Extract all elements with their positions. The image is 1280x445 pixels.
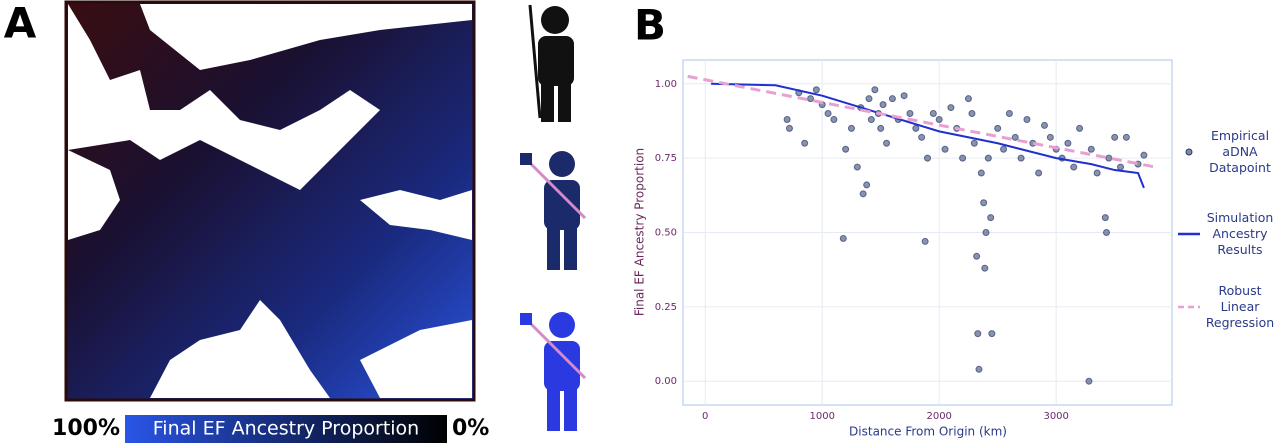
colorbar-label: 0% — [452, 416, 489, 441]
data-point — [830, 115, 838, 123]
y-axis-label: Final EF Ancestry Proportion — [633, 148, 647, 316]
x-tick-label: 1000 — [809, 411, 834, 422]
data-point — [847, 124, 855, 132]
x-tick-label: 2000 — [926, 411, 951, 422]
data-point — [824, 110, 832, 118]
data-point — [859, 190, 867, 198]
colorbar-label: 100% — [52, 416, 120, 441]
data-point — [980, 199, 988, 207]
panel-label: A — [4, 0, 37, 48]
map — [64, 0, 476, 402]
icon-forager — [528, 4, 574, 122]
data-point — [1035, 169, 1043, 177]
data-point — [968, 110, 976, 118]
data-point — [947, 104, 955, 112]
data-point — [1064, 139, 1072, 147]
data-point — [888, 95, 896, 103]
data-point — [912, 124, 920, 132]
data-point — [783, 115, 791, 123]
y-tick-label: 0.75 — [655, 153, 677, 164]
legend-swatch — [1185, 148, 1193, 156]
data-point — [1117, 163, 1125, 171]
data-point — [1111, 133, 1119, 141]
data-point — [1076, 124, 1084, 132]
y-tick-label: 0.50 — [655, 228, 677, 239]
data-point — [1087, 145, 1095, 153]
y-tick-label: 0.25 — [655, 302, 677, 313]
colorbar-title: Final EF Ancestry Proportion — [153, 418, 419, 440]
data-point — [839, 234, 847, 242]
data-point — [879, 101, 887, 109]
data-point — [1000, 145, 1008, 153]
data-point — [981, 264, 989, 272]
data-point — [918, 133, 926, 141]
data-point — [906, 110, 914, 118]
data-point — [988, 330, 996, 338]
data-point — [1093, 169, 1101, 177]
icon-farmer — [520, 151, 587, 270]
data-point — [812, 86, 820, 94]
data-point — [863, 181, 871, 189]
data-point — [987, 214, 995, 222]
y-tick-label: 0.00 — [655, 376, 677, 387]
data-point — [853, 163, 861, 171]
data-point — [1046, 133, 1054, 141]
data-point — [807, 95, 815, 103]
data-point — [994, 124, 1002, 132]
legend-label: Robust Linear Regression — [1205, 283, 1275, 330]
data-point — [959, 154, 967, 162]
data-point — [1005, 110, 1013, 118]
data-point — [883, 139, 891, 147]
legend-label: Simulation Ancestry Results — [1206, 210, 1274, 257]
y-tick-label: 1.00 — [655, 79, 677, 90]
data-point — [867, 115, 875, 123]
x-axis-label: Distance From Origin (km) — [849, 425, 1007, 439]
data-point — [964, 95, 972, 103]
data-point — [1101, 214, 1109, 222]
data-point — [935, 115, 943, 123]
data-point — [871, 86, 879, 94]
data-point — [941, 145, 949, 153]
panel-label: B — [634, 1, 666, 50]
data-point — [1011, 133, 1019, 141]
x-tick-label: 0 — [702, 411, 708, 422]
plot-area: 0 1000 2000 3000 0.00 0.25 0.50 0.75 1.00 — [655, 59, 1173, 422]
legend-swatch — [1178, 305, 1200, 309]
data-point — [929, 110, 937, 118]
data-point — [982, 229, 990, 236]
data-point — [1017, 154, 1025, 162]
data-point — [877, 124, 885, 132]
colorbar — [125, 415, 447, 443]
data-point — [924, 154, 931, 162]
data-point — [973, 252, 981, 260]
data-point — [1102, 229, 1110, 236]
data-point — [1023, 115, 1031, 123]
icon-farmer — [520, 312, 587, 431]
data-point — [970, 139, 978, 147]
data-point — [785, 124, 793, 132]
data-point — [1070, 163, 1078, 171]
data-point — [1085, 377, 1093, 385]
x-tick-label: 3000 — [1043, 411, 1068, 422]
legend-label: Empirical aDNA Datapoint — [1209, 128, 1271, 175]
data-point — [801, 139, 809, 147]
data-point — [977, 169, 985, 177]
data-point — [984, 154, 992, 162]
data-point — [842, 145, 850, 153]
data-point — [974, 330, 982, 338]
legend-swatch — [1178, 232, 1200, 236]
data-point — [1122, 133, 1130, 141]
data-point — [975, 365, 983, 373]
data-point — [921, 237, 929, 245]
simulation-line — [711, 82, 1145, 189]
data-point — [1040, 121, 1048, 129]
data-point — [1105, 154, 1113, 162]
data-point — [865, 95, 873, 103]
data-point — [1140, 151, 1148, 159]
data-point — [900, 92, 908, 100]
